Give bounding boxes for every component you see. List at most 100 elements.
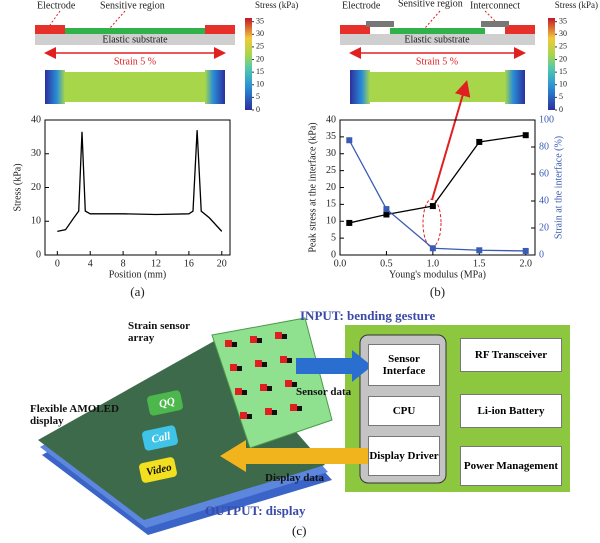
colorbar-tick-label: 25 (256, 42, 264, 51)
y-tick-label: 15 (326, 199, 336, 210)
app-icon (139, 457, 177, 483)
x-axis-label: Position (mm) (109, 269, 167, 280)
sensor (235, 388, 242, 395)
sensor (265, 408, 272, 415)
label: Interconnect (470, 0, 520, 11)
electrode (340, 25, 370, 34)
y-tick-label: 10 (326, 216, 336, 227)
sensor (247, 414, 252, 419)
marker (383, 211, 390, 218)
y-tick-label: 20 (31, 182, 41, 193)
substrate (35, 34, 235, 45)
sensor (260, 384, 267, 391)
colorbar-tick-label: 30 (559, 29, 567, 38)
label: Strain 5 % (416, 56, 458, 67)
colorbar-tick-label: 30 (256, 29, 264, 38)
sensor (282, 334, 287, 339)
label: Electrode (37, 0, 76, 11)
y-tick-label: 35 (326, 131, 336, 142)
sensor (280, 356, 287, 363)
sensor (237, 366, 242, 371)
substrate (340, 34, 535, 45)
marker (476, 138, 483, 145)
schematic-b: Electrode Sensitive region Interconnect … (340, 0, 535, 104)
caption: (a) (130, 284, 144, 299)
x-axis-label: Young's modulus (MPa) (389, 269, 486, 280)
sensitive-layer (65, 28, 205, 34)
marker (429, 203, 436, 210)
y2-tick-label: 80 (539, 141, 549, 152)
y-tick-label: 0 (331, 249, 336, 260)
x-tick-label: 2.0 (519, 258, 532, 269)
simulation-end (350, 70, 370, 104)
y2-tick-label: 100 (539, 114, 554, 125)
marker (522, 247, 529, 254)
module: RF Transceiver (460, 338, 562, 372)
y-axis-label: Peak stress at the interface (kPa) (307, 122, 318, 252)
simulation-end (205, 70, 225, 104)
colorbar-tick-label: 0 (559, 105, 563, 114)
y-tick-label: 5 (331, 232, 336, 243)
sensor (257, 338, 262, 343)
app-icon (147, 390, 183, 416)
colorbar-tick-label: 5 (256, 92, 260, 101)
label: OUTPUT: display (205, 503, 306, 518)
y-tick-label: 40 (31, 114, 41, 125)
x-tick-label: 16 (184, 258, 194, 269)
label: INPUT: bending gesture (300, 308, 436, 323)
sensor (232, 342, 237, 347)
y-axis-label: Stress (kPa) (12, 163, 23, 211)
colorbar-tick-label: 10 (559, 80, 567, 89)
label: Sensitive region (398, 0, 463, 9)
pointer (424, 10, 441, 29)
colorbar-tick-label: 10 (256, 80, 264, 89)
x-tick-label: 12 (151, 258, 161, 269)
line (57, 130, 223, 233)
y-tick-label: 40 (326, 114, 336, 125)
sensor (272, 410, 277, 415)
plot-frame (339, 119, 536, 256)
y-tick-label: 20 (326, 182, 336, 193)
colorbar-label: Stress (kPa) (255, 0, 298, 10)
y2-axis-label: Strain at the interface (%) (553, 136, 564, 239)
label: Display data (265, 472, 324, 484)
x-tick-label: 0.0 (334, 258, 347, 269)
y2-tick-label: 40 (539, 195, 549, 206)
colorbar-tick-label: 5 (559, 92, 563, 101)
y-tick-label: 30 (326, 148, 336, 159)
sensor (267, 386, 272, 391)
marker (346, 219, 353, 226)
x-tick-label: 8 (121, 258, 126, 269)
label: Elastic substrate (102, 34, 168, 45)
sensor (250, 336, 257, 343)
marker (476, 247, 483, 254)
colorbar-tick-label: 20 (559, 54, 567, 63)
input-arrow (296, 350, 372, 382)
marker (429, 245, 436, 252)
callout-arrow (431, 80, 471, 201)
app-icon (142, 425, 178, 451)
simulation-end (505, 70, 525, 104)
y2-tick-label: 0 (539, 249, 544, 260)
x-tick-label: 0.5 (380, 258, 393, 269)
x-tick-label: 0 (55, 258, 60, 269)
y2-tick-label: 60 (539, 168, 549, 179)
y2-tick-label: 20 (539, 222, 549, 233)
label: Sensitive region (100, 0, 165, 11)
label: Electrode (342, 0, 381, 11)
plot-frame (44, 119, 231, 256)
colorbar (245, 18, 252, 110)
module: Display Driver (368, 436, 440, 476)
label: Flexible AMOLED display (30, 403, 119, 427)
sensor-grid (225, 332, 302, 419)
output-arrow (220, 440, 372, 472)
line (348, 139, 526, 252)
electrode (35, 25, 65, 34)
x-tick-label: 20 (217, 258, 227, 269)
sensor (297, 406, 302, 411)
sensor (262, 362, 267, 367)
caption: (b) (430, 284, 445, 299)
colorbar-tick-label: 15 (256, 67, 264, 76)
schematic-a: Electrode Sensitive region Elastic subst… (35, 0, 235, 104)
interconnect (366, 21, 394, 27)
